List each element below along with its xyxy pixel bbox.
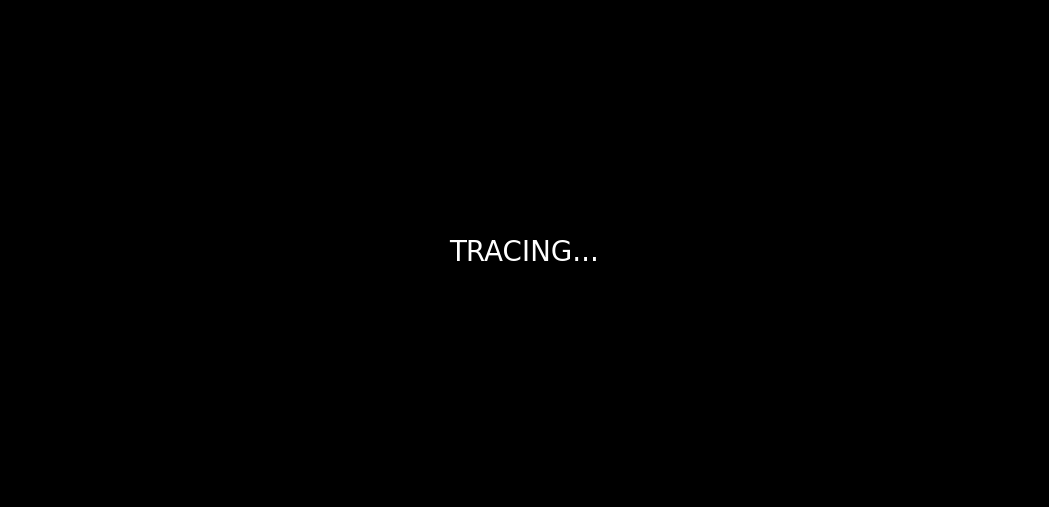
Text: TRACING...: TRACING... (449, 239, 599, 267)
